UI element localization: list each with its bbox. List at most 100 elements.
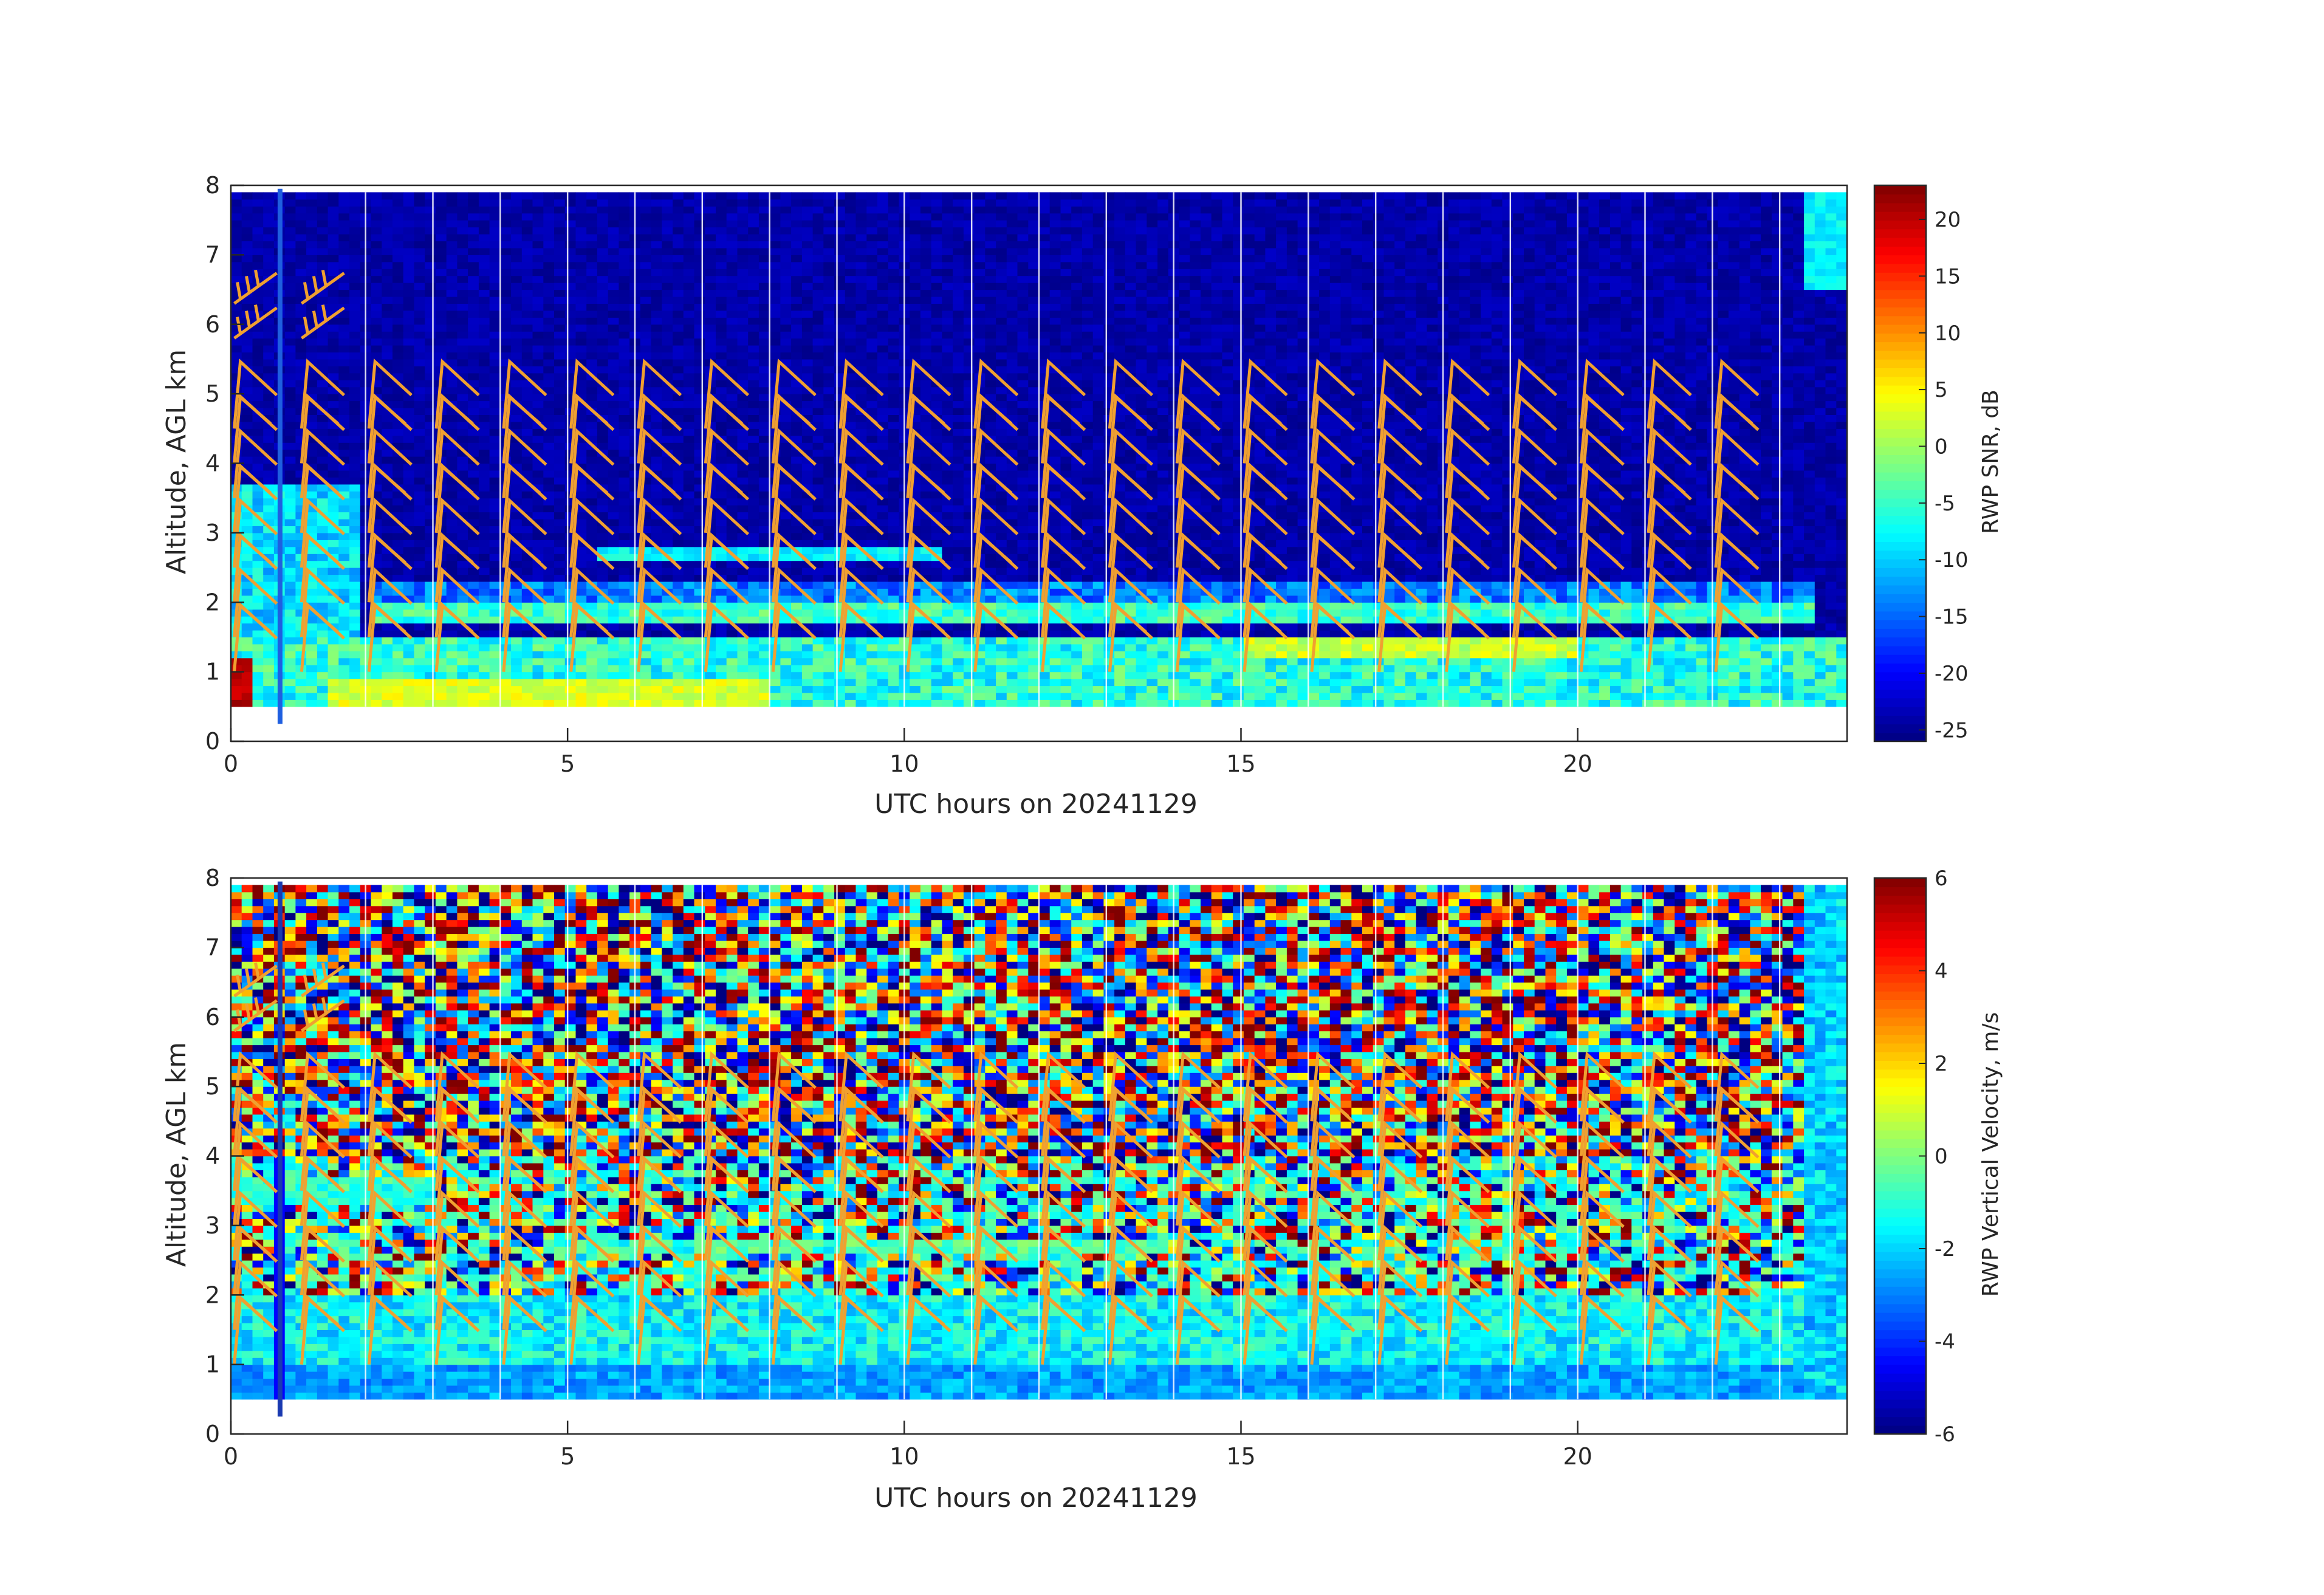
heatmap-cell bbox=[1815, 498, 1826, 506]
heatmap-cell bbox=[1362, 672, 1373, 679]
heatmap-cell bbox=[964, 519, 975, 526]
heatmap-cell bbox=[1826, 672, 1837, 679]
heatmap-cell bbox=[1492, 686, 1503, 693]
heatmap-cell bbox=[748, 588, 759, 595]
heatmap-cell bbox=[1448, 665, 1459, 672]
heatmap-cell bbox=[1028, 554, 1039, 561]
heatmap-cell bbox=[1384, 644, 1395, 651]
heatmap-cell bbox=[1524, 658, 1535, 665]
heatmap-cell bbox=[1750, 623, 1761, 631]
heatmap-cell bbox=[1319, 526, 1330, 533]
heatmap-cell bbox=[338, 547, 349, 554]
heatmap-cell bbox=[1599, 693, 1610, 700]
heatmap-cell bbox=[1147, 699, 1157, 707]
heatmap-cell bbox=[436, 699, 447, 707]
heatmap-cell bbox=[877, 644, 888, 651]
heatmap-cell bbox=[1071, 581, 1082, 589]
heatmap-cell bbox=[1642, 693, 1653, 700]
heatmap-cell bbox=[931, 609, 942, 617]
heatmap-cell bbox=[1093, 595, 1104, 603]
heatmap-cell bbox=[1298, 623, 1309, 631]
heatmap-cell bbox=[1535, 575, 1546, 582]
heatmap-cell bbox=[597, 477, 608, 484]
heatmap-cell bbox=[328, 602, 339, 609]
heatmap-cell bbox=[1190, 588, 1201, 595]
heatmap-cell bbox=[1125, 637, 1136, 644]
heatmap-cell bbox=[338, 651, 349, 658]
heatmap-cell bbox=[425, 498, 436, 506]
heatmap-cell bbox=[1103, 699, 1114, 707]
heatmap-cell bbox=[877, 665, 888, 672]
heatmap-cell bbox=[823, 491, 834, 498]
heatmap-cell bbox=[1028, 616, 1039, 623]
heatmap-cell bbox=[403, 484, 414, 492]
heatmap-cell bbox=[231, 686, 242, 693]
heatmap-cell bbox=[716, 665, 727, 672]
heatmap-cell bbox=[1384, 679, 1395, 686]
heatmap-cell bbox=[1588, 630, 1599, 637]
heatmap-cell bbox=[1503, 540, 1513, 547]
heatmap-cell bbox=[1093, 672, 1104, 679]
heatmap-cell bbox=[953, 630, 964, 637]
heatmap-cell bbox=[866, 665, 877, 672]
heatmap-cell bbox=[1535, 686, 1546, 693]
heatmap-cell bbox=[1492, 602, 1503, 609]
heatmap-cell bbox=[1761, 512, 1772, 520]
heatmap-cell bbox=[1524, 588, 1535, 595]
heatmap-cell bbox=[1588, 616, 1599, 623]
heatmap-cell bbox=[1222, 561, 1233, 568]
heatmap-cell bbox=[608, 623, 619, 631]
heatmap-cell bbox=[490, 533, 501, 540]
heatmap-cell bbox=[738, 512, 749, 520]
heatmap-cell bbox=[1588, 651, 1599, 658]
heatmap-cell bbox=[490, 609, 501, 617]
heatmap-cell bbox=[1826, 519, 1837, 526]
heatmap-cell bbox=[866, 686, 877, 693]
heatmap-cell bbox=[619, 533, 629, 540]
heatmap-cell bbox=[953, 658, 964, 665]
heatmap-cell bbox=[953, 651, 964, 658]
heatmap-cell bbox=[1114, 693, 1125, 700]
heatmap-cell bbox=[727, 575, 738, 582]
heatmap-cell bbox=[1664, 686, 1675, 693]
heatmap-cell bbox=[543, 484, 554, 492]
heatmap-cell bbox=[845, 595, 856, 603]
heatmap-cell bbox=[1481, 699, 1492, 707]
heatmap-cell bbox=[759, 540, 770, 547]
heatmap-cell bbox=[1018, 561, 1029, 568]
heatmap-cell bbox=[942, 693, 953, 700]
heatmap-cell bbox=[231, 693, 242, 700]
heatmap-cell bbox=[1793, 533, 1804, 540]
heatmap-cell bbox=[748, 679, 759, 686]
heatmap-cell bbox=[1265, 533, 1276, 540]
heatmap-cell bbox=[1384, 665, 1395, 672]
heatmap-cell bbox=[1772, 540, 1783, 547]
heatmap-cell bbox=[1298, 637, 1309, 644]
heatmap-cell bbox=[1492, 575, 1503, 582]
heatmap-cell bbox=[522, 498, 533, 506]
heatmap-cell bbox=[1740, 540, 1750, 547]
heatmap-cell bbox=[1125, 686, 1136, 693]
heatmap-cell bbox=[942, 477, 953, 484]
heatmap-cell bbox=[985, 651, 996, 658]
heatmap-cell bbox=[1061, 699, 1072, 707]
heatmap-cell bbox=[748, 644, 759, 651]
heatmap-cell bbox=[1804, 637, 1815, 644]
heatmap-cell bbox=[1696, 519, 1707, 526]
heatmap-cell bbox=[511, 630, 522, 637]
heatmap-cell bbox=[1093, 693, 1104, 700]
heatmap-cell bbox=[1201, 644, 1212, 651]
heatmap-cell bbox=[953, 526, 964, 533]
heatmap-cell bbox=[1136, 512, 1147, 520]
heatmap-cell bbox=[447, 651, 458, 658]
heatmap-cell bbox=[888, 512, 899, 520]
heatmap-cell bbox=[1610, 651, 1621, 658]
heatmap-cell bbox=[1093, 512, 1104, 520]
heatmap-cell bbox=[1836, 630, 1847, 637]
heatmap-cell bbox=[748, 568, 759, 575]
heatmap-cell bbox=[791, 568, 802, 575]
heatmap-cell bbox=[1093, 547, 1104, 554]
heatmap-cell bbox=[490, 491, 501, 498]
heatmap-cell bbox=[748, 693, 759, 700]
heatmap-cell bbox=[759, 561, 770, 568]
